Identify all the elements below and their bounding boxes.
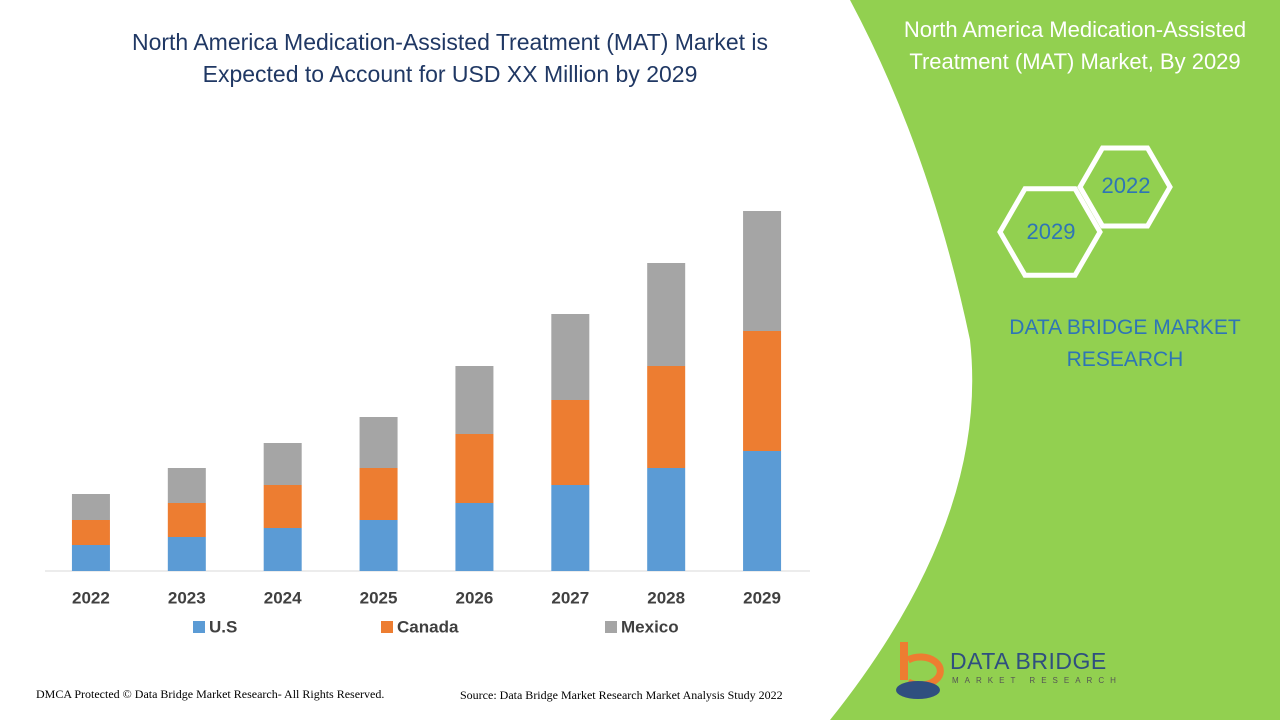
legend-label: Mexico xyxy=(621,617,679,636)
copyright: DMCA Protected © Data Bridge Market Rese… xyxy=(36,687,385,701)
bar-segment xyxy=(743,451,782,571)
side-title: North America Medication-Assisted Treatm… xyxy=(903,17,1247,74)
source: Source: Data Bridge Market Research Mark… xyxy=(460,688,783,702)
chart-title: North America Medication-Assisted Treatm… xyxy=(131,29,769,87)
x-tick-label: 2029 xyxy=(743,588,781,607)
legend-swatch xyxy=(193,621,205,633)
bar-segment xyxy=(455,434,494,503)
bar-segment xyxy=(359,417,398,468)
hexagon xyxy=(997,186,1103,278)
bar-segment xyxy=(647,366,686,468)
hex-label: 2022 xyxy=(1102,173,1151,198)
bar-segment xyxy=(647,263,686,366)
bar-segment xyxy=(167,503,206,537)
legend-swatch xyxy=(605,621,617,633)
brand: DATA BRIDGE MARKET RESEARCH xyxy=(1009,316,1241,371)
bar-segment xyxy=(743,211,782,331)
x-tick-label: 2027 xyxy=(551,588,589,607)
hexagon xyxy=(1077,145,1173,229)
bar-segment xyxy=(359,468,398,520)
x-tick-label: 2025 xyxy=(360,588,398,607)
legend-label: U.S xyxy=(209,617,237,636)
bar-segment xyxy=(455,503,494,571)
bar-segment xyxy=(167,537,206,571)
bar-segment xyxy=(263,443,302,485)
bar-segment xyxy=(455,366,494,434)
bar-segment xyxy=(647,468,686,571)
bar-segment xyxy=(551,314,590,400)
bar-segment xyxy=(167,468,206,503)
bar-segment xyxy=(263,528,302,571)
x-tick-label: 2028 xyxy=(647,588,685,607)
bar-segment xyxy=(263,485,302,528)
bar-segment xyxy=(551,485,590,571)
bar-segment xyxy=(71,520,110,545)
logo-tagline: MARKET RESEARCH xyxy=(952,676,1122,685)
x-tick-label: 2024 xyxy=(264,588,302,607)
bar-segment xyxy=(71,545,110,571)
logo-name: DATA BRIDGE xyxy=(950,648,1107,674)
bar-segment xyxy=(551,400,590,485)
hex-label: 2029 xyxy=(1027,219,1076,244)
legend-label: Canada xyxy=(397,617,459,636)
x-tick-label: 2026 xyxy=(456,588,494,607)
logo-icon xyxy=(896,642,944,699)
bar-segment xyxy=(743,331,782,451)
bar-segment xyxy=(359,520,398,571)
x-tick-label: 2023 xyxy=(168,588,206,607)
x-tick-label: 2022 xyxy=(72,588,110,607)
legend-swatch xyxy=(381,621,393,633)
bar-segment xyxy=(71,494,110,520)
